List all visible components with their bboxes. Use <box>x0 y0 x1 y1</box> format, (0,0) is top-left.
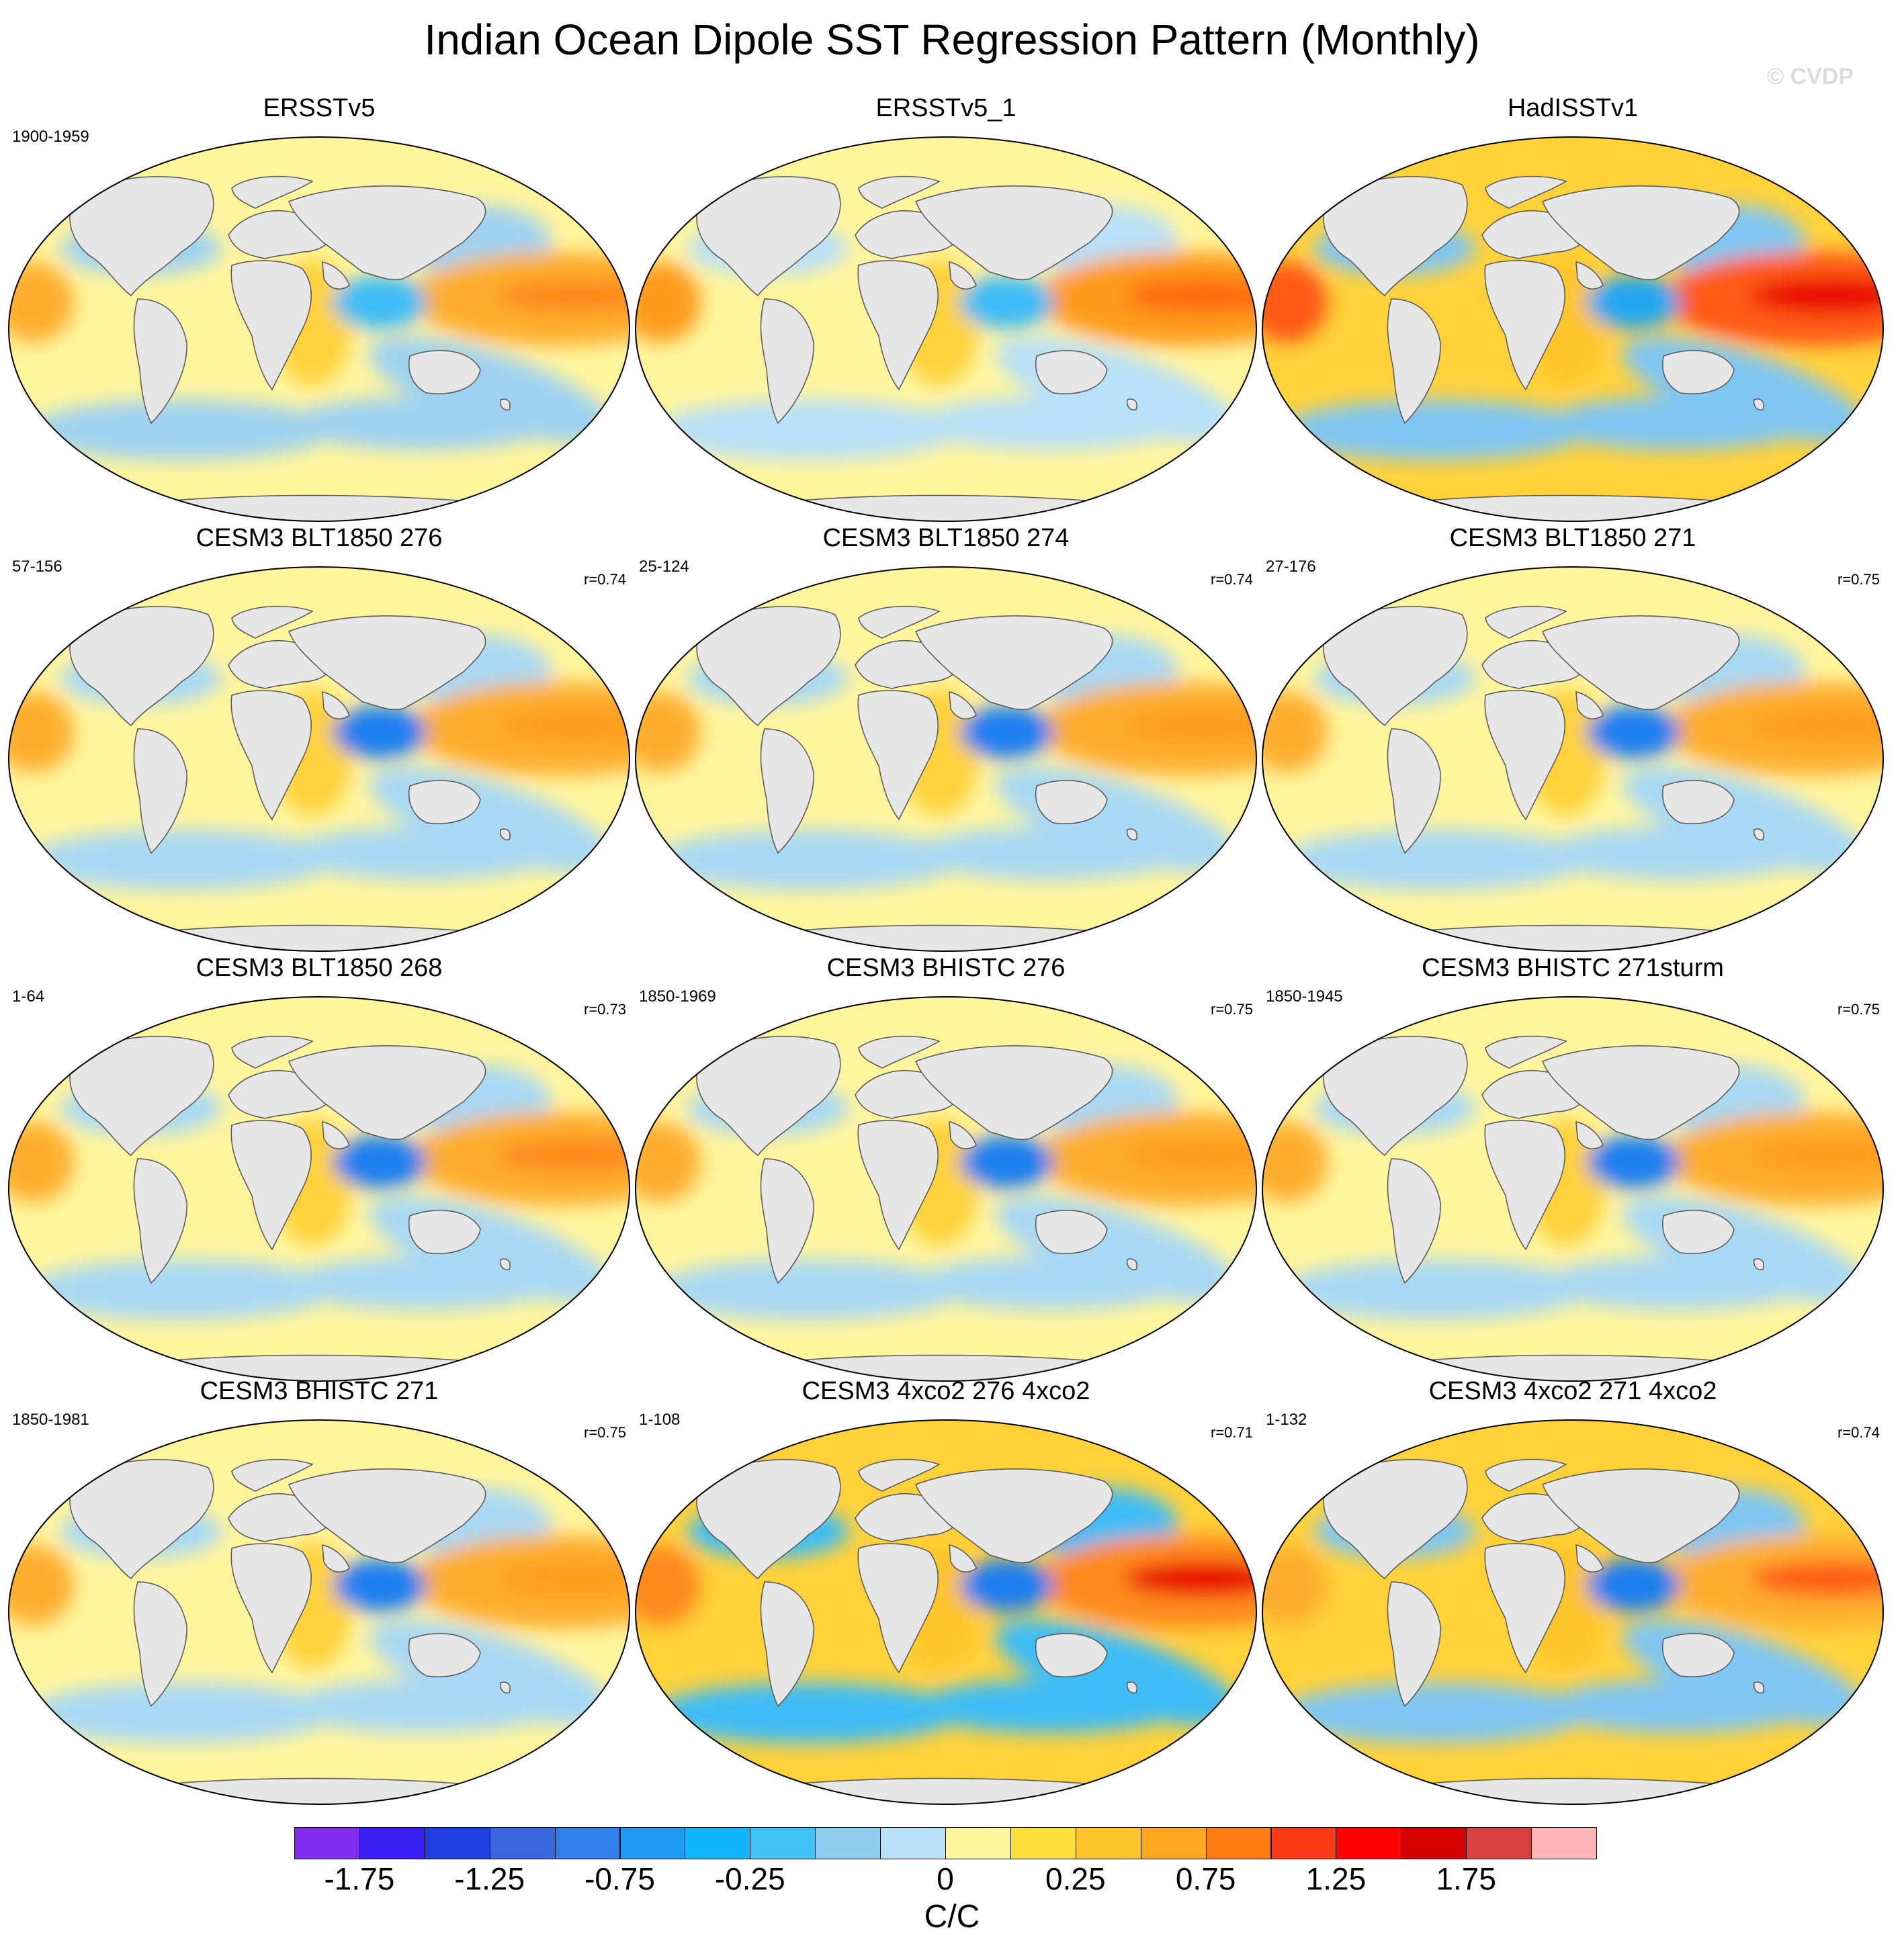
panel-title: CESM3 BHISTC 271sturm <box>1422 954 1724 982</box>
watermark: © CVDP <box>1767 64 1854 89</box>
panel-correlation: r=0.73 <box>584 1001 626 1018</box>
panel-period: 1850-1945 <box>1266 987 1343 1006</box>
panel-title: CESM3 BHISTC 271 <box>200 1377 439 1405</box>
colorbar-swatch <box>685 1827 751 1859</box>
map-panel: CESM3 BLT1850 268 1-64 r=0.73 <box>7 954 632 1384</box>
map-panel: CESM3 4xco2 276 4xco2 1-108 r=0.71 <box>634 1377 1258 1807</box>
colorbar-swatch <box>945 1827 1011 1859</box>
colorbar-swatch <box>1336 1827 1402 1859</box>
panel-correlation: r=0.75 <box>1211 1001 1253 1018</box>
colorbar-tick-label: 1.75 <box>1436 1861 1496 1896</box>
colorbar-swatch <box>1010 1827 1076 1859</box>
panel-title: HadISSTv1 <box>1507 94 1639 122</box>
map-panel: CESM3 BHISTC 271 1850-1981 r=0.75 <box>7 1377 632 1807</box>
panel-title: CESM3 BLT1850 268 <box>196 954 443 982</box>
panel-period: 1850-1981 <box>12 1411 89 1429</box>
panel-correlation: r=0.74 <box>1837 1424 1880 1441</box>
panel-title: CESM3 BLT1850 276 <box>196 524 443 552</box>
panel-title: CESM3 BLT1850 271 <box>1449 524 1696 552</box>
panel-title: CESM3 BLT1850 274 <box>822 524 1070 552</box>
panel-period: 1900-1959 <box>12 128 89 146</box>
map-panel: CESM3 BHISTC 276 1850-1969 r=0.75 <box>634 954 1258 1384</box>
colorbar-tick-label: -0.25 <box>714 1861 785 1896</box>
colorbar-swatch <box>1075 1827 1141 1859</box>
world-map <box>1262 1419 1884 1805</box>
world-map <box>1262 566 1884 952</box>
map-panel: ERSSTv5 1900-1959 <box>7 94 632 524</box>
panel-title: ERSSTv5_1 <box>875 94 1016 122</box>
panel-title: CESM3 BHISTC 276 <box>826 954 1066 982</box>
panel-correlation: r=0.75 <box>1837 1001 1880 1018</box>
page-title: Indian Ocean Dipole SST Regression Patte… <box>424 15 1480 64</box>
panel-period: 57-156 <box>12 558 62 576</box>
colorbar-tick-label: 1.25 <box>1305 1861 1367 1896</box>
colorbar-swatch <box>359 1827 425 1859</box>
world-map <box>1262 996 1884 1382</box>
panel-period: 1-132 <box>1266 1411 1307 1429</box>
colorbar-swatch <box>1140 1827 1207 1859</box>
world-map <box>8 136 630 522</box>
map-panel: ERSSTv5_1 <box>634 94 1258 524</box>
colorbar-swatch <box>619 1827 686 1859</box>
colorbar-swatch <box>1401 1827 1467 1859</box>
colorbar-swatch <box>880 1827 946 1859</box>
world-map <box>1262 136 1884 522</box>
world-map <box>635 996 1257 1382</box>
panel-period: 1-108 <box>639 1411 681 1429</box>
map-panel: HadISSTv1 <box>1260 94 1885 524</box>
map-panel: CESM3 BLT1850 276 57-156 r=0.74 <box>7 524 632 954</box>
colorbar-tick-label: 0.25 <box>1045 1861 1106 1896</box>
panel-title: CESM3 4xco2 276 4xco2 <box>802 1377 1090 1405</box>
colorbar-tick-label: -0.75 <box>585 1861 655 1896</box>
world-map <box>8 1419 630 1805</box>
colorbar-units: C/C <box>924 1899 980 1935</box>
panel-correlation: r=0.74 <box>1211 571 1253 588</box>
panel-correlation: r=0.75 <box>584 1424 626 1441</box>
panel-period: 27-176 <box>1266 558 1316 576</box>
panel-correlation: r=0.71 <box>1211 1424 1253 1441</box>
map-panel: CESM3 BLT1850 271 27-176 r=0.75 <box>1260 524 1885 954</box>
colorbar-swatch <box>1270 1827 1337 1859</box>
colorbar-swatch <box>554 1827 621 1859</box>
colorbar <box>294 1827 1597 1861</box>
world-map <box>635 566 1257 952</box>
map-panel: CESM3 4xco2 271 4xco2 1-132 r=0.74 <box>1260 1377 1885 1807</box>
world-map <box>8 566 630 952</box>
colorbar-swatch <box>1531 1827 1597 1859</box>
colorbar-swatch <box>1466 1827 1532 1859</box>
map-panel: CESM3 BLT1850 274 25-124 r=0.74 <box>634 524 1258 954</box>
colorbar-swatch <box>1205 1827 1272 1859</box>
colorbar-tick-label: -1.25 <box>454 1861 525 1896</box>
panel-period: 1850-1969 <box>639 987 716 1006</box>
panel-period: 1-64 <box>12 987 45 1006</box>
colorbar-tick-label: 0.75 <box>1175 1861 1236 1896</box>
panel-period: 25-124 <box>639 558 689 576</box>
colorbar-swatch <box>294 1827 360 1859</box>
panel-title: CESM3 4xco2 271 4xco2 <box>1428 1377 1717 1405</box>
world-map <box>635 1419 1257 1805</box>
panel-title: ERSSTv5 <box>263 94 376 122</box>
panel-correlation: r=0.74 <box>584 571 626 588</box>
world-map <box>8 996 630 1382</box>
colorbar-swatch <box>750 1827 816 1859</box>
colorbar-swatch <box>815 1827 881 1859</box>
colorbar-swatch <box>489 1827 556 1859</box>
panel-correlation: r=0.75 <box>1837 571 1880 588</box>
colorbar-tick-label: -1.75 <box>324 1861 395 1896</box>
colorbar-tick-label: 0 <box>937 1861 954 1896</box>
map-panel: CESM3 BHISTC 271sturm 1850-1945 r=0.75 <box>1260 954 1885 1384</box>
colorbar-swatch <box>424 1827 490 1859</box>
world-map <box>635 136 1257 522</box>
